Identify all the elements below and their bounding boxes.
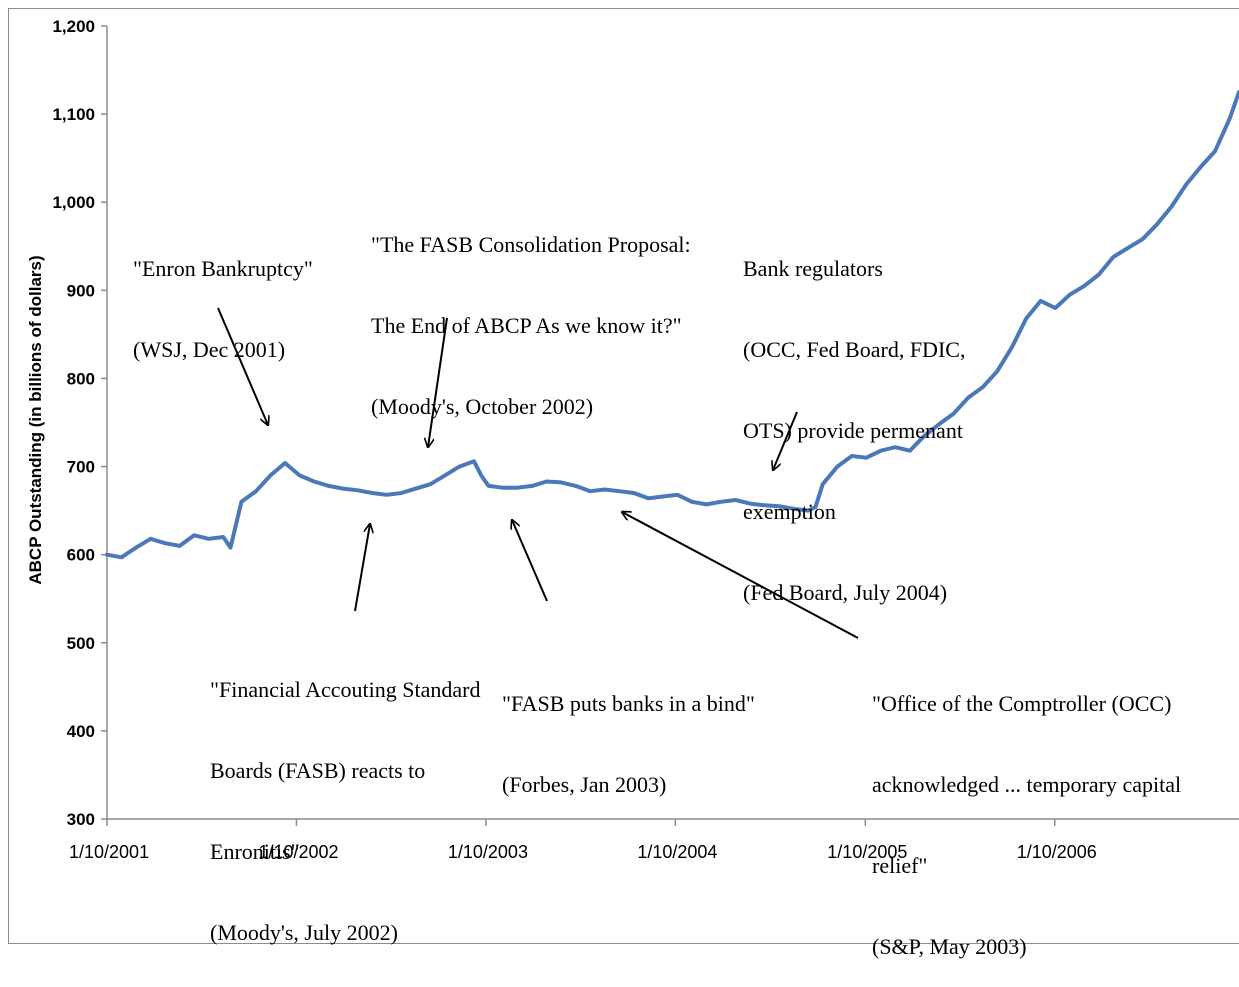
arrow-occ	[622, 512, 859, 639]
y-tick-label: 300	[67, 810, 95, 829]
arrow-bank-regulators	[773, 411, 798, 470]
x-tick-label: 1/10/2001	[69, 842, 149, 862]
annotation-line: (OCC, Fed Board, FDIC,	[743, 337, 966, 362]
annotation-line: "Office of the Comptroller (OCC)	[872, 691, 1172, 716]
annotation-line: Bank regulators	[743, 256, 883, 281]
y-tick-label: 800	[67, 369, 95, 388]
y-tick-label: 1,200	[52, 17, 95, 36]
annotation-enron: "Enron Bankruptcy" (WSJ, Dec 2001)	[133, 201, 313, 390]
arrow-fasb-consolidation	[428, 317, 448, 447]
axes	[106, 26, 1239, 820]
chart-frame	[8, 8, 1239, 944]
y-tick-label: 1,000	[52, 193, 95, 212]
arrow-fasb-bind	[512, 520, 548, 602]
y-tick-label: 1,100	[52, 105, 95, 124]
annotation-line: The End of ABCP As we know it?"	[371, 313, 682, 338]
arrow-enron	[217, 307, 268, 425]
y-tick-label: 600	[67, 546, 95, 565]
annotation-line: "Financial Accouting Standard	[210, 677, 481, 702]
abcp-line-chart: 300 400 500 600 700 800 900 1,000 1,100 1,200 1/10…	[26, 17, 1239, 862]
y-tick-label: 700	[67, 458, 95, 477]
annotation-line: Boards (FASB) reacts to	[210, 758, 426, 783]
annotation-line: (Fed Board, July 2004)	[743, 580, 948, 605]
annotation-bank-regulators: Bank regulators (OCC, Fed Board, FDIC, O…	[743, 201, 965, 633]
annotation-arrows	[217, 307, 859, 639]
annotation-line: "Enron Bankruptcy"	[133, 256, 313, 281]
annotation-line: exemption	[743, 499, 836, 524]
annotation-line: "The FASB Consolidation Proposal:	[371, 232, 691, 257]
y-axis-label: ABCP Outstanding (in billions of dollars…	[26, 255, 45, 584]
annotation-fasb-reacts: "Financial Accouting Standard Boards (FA…	[210, 622, 480, 973]
annotation-line: (WSJ, Dec 2001)	[133, 337, 286, 362]
x-tick-label: 1/10/2006	[1017, 842, 1097, 862]
y-tick-label: 500	[67, 634, 95, 653]
y-tick-label: 900	[67, 281, 95, 300]
annotation-line: (Moody's, July 2002)	[210, 920, 398, 945]
y-tick-label: 400	[67, 722, 95, 741]
annotation-fasb-bind: "FASB puts banks in a bind" (Forbes, Jan…	[502, 636, 755, 825]
annotation-line: relief"	[872, 853, 928, 878]
x-tick-label: 1/10/2004	[637, 842, 717, 862]
annotation-line: "FASB puts banks in a bind"	[502, 691, 755, 716]
annotation-line: Enronitis"	[210, 839, 300, 864]
annotation-line: acknowledged ... temporary capital	[872, 772, 1182, 797]
x-tick-label: 1/10/2002	[258, 842, 338, 862]
x-tick-label: 1/10/2005	[827, 842, 907, 862]
ticks: 300 400 500 600 700 800 900 1,000 1,100 1,200 1/10…	[52, 17, 1096, 862]
annotation-line: (Forbes, Jan 2003)	[502, 772, 667, 797]
annotation-fasb-consolidation: "The FASB Consolidation Proposal: The En…	[371, 177, 691, 447]
annotation-occ: "Office of the Comptroller (OCC) acknowl…	[872, 636, 1181, 987]
arrow-fasb-reacts	[354, 524, 370, 612]
x-tick-label: 1/10/2003	[448, 842, 528, 862]
annotation-line: OTS) provide permenant	[743, 418, 963, 443]
annotation-line: (Moody's, October 2002)	[371, 394, 594, 419]
series-line	[105, 90, 1239, 560]
